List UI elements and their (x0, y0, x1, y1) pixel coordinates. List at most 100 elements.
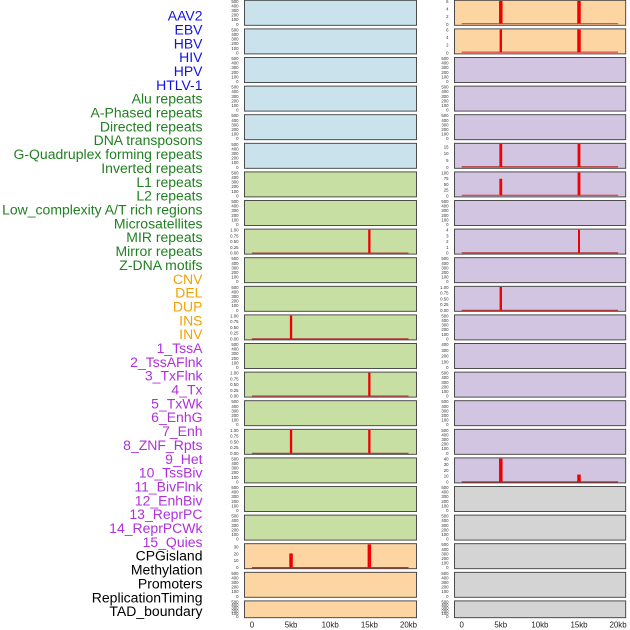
svg-text:CNV: CNV (173, 272, 203, 287)
svg-text:500: 500 (231, 514, 239, 519)
svg-text:500: 500 (231, 571, 239, 576)
svg-text:0.75: 0.75 (230, 233, 239, 238)
svg-text:200: 200 (441, 585, 449, 590)
svg-text:0: 0 (446, 594, 449, 599)
svg-text:1: 1 (446, 245, 449, 250)
svg-text:300: 300 (231, 605, 239, 610)
svg-text:400: 400 (441, 375, 449, 380)
svg-text:10kb: 10kb (322, 620, 340, 629)
svg-text:300: 300 (231, 180, 239, 185)
svg-text:2: 2 (446, 14, 449, 19)
svg-text:0: 0 (250, 620, 255, 629)
svg-text:200: 200 (231, 356, 239, 361)
svg-text:200: 200 (231, 499, 239, 504)
svg-text:400: 400 (231, 175, 239, 180)
svg-text:200: 200 (231, 270, 239, 275)
svg-text:L2 repeats: L2 repeats (136, 189, 202, 204)
svg-text:9_Het: 9_Het (165, 452, 203, 467)
svg-text:0.50: 0.50 (230, 382, 239, 387)
svg-text:300: 300 (441, 551, 449, 556)
svg-text:500: 500 (231, 285, 239, 290)
svg-text:300: 300 (441, 348, 449, 353)
svg-text:500: 500 (441, 313, 449, 318)
svg-text:100: 100 (441, 170, 449, 175)
svg-text:3_TxFlnk: 3_TxFlnk (145, 369, 203, 384)
svg-text:0: 0 (236, 50, 239, 55)
svg-text:200: 200 (441, 384, 449, 389)
svg-text:4: 4 (446, 35, 449, 40)
svg-text:L1 repeats: L1 repeats (136, 175, 202, 190)
svg-text:HTLV-1: HTLV-1 (156, 78, 202, 93)
svg-text:0.00: 0.00 (230, 394, 239, 399)
svg-text:400: 400 (231, 575, 239, 580)
svg-text:0: 0 (446, 165, 449, 170)
svg-text:MIR repeats: MIR repeats (126, 230, 203, 245)
svg-text:DNA transposons: DNA transposons (94, 133, 203, 148)
svg-text:3: 3 (446, 233, 449, 238)
svg-text:300: 300 (441, 605, 449, 610)
svg-text:400: 400 (441, 204, 449, 209)
svg-text:200: 200 (441, 442, 449, 447)
svg-text:6: 6 (446, 27, 449, 32)
svg-text:CPGisland: CPGisland (136, 549, 203, 564)
svg-text:5: 5 (446, 158, 449, 163)
svg-text:200: 200 (231, 608, 239, 613)
svg-text:200: 200 (231, 299, 239, 304)
svg-text:0: 0 (236, 279, 239, 284)
svg-text:1.00: 1.00 (440, 285, 449, 290)
svg-text:200: 200 (441, 608, 449, 613)
svg-text:100: 100 (441, 503, 449, 508)
svg-text:75: 75 (444, 176, 449, 181)
svg-text:400: 400 (231, 204, 239, 209)
svg-text:Microsatellites: Microsatellites (114, 216, 203, 231)
svg-text:400: 400 (231, 602, 239, 607)
svg-text:400: 400 (231, 146, 239, 151)
svg-text:400: 400 (441, 404, 449, 409)
svg-text:ReplicationTiming: ReplicationTiming (92, 590, 203, 605)
svg-text:200: 200 (231, 184, 239, 189)
svg-text:500: 500 (231, 27, 239, 32)
svg-text:400: 400 (441, 490, 449, 495)
svg-text:0: 0 (236, 193, 239, 198)
svg-text:0: 0 (446, 451, 449, 456)
svg-text:INS: INS (179, 313, 202, 328)
svg-text:100: 100 (441, 389, 449, 394)
svg-text:0.75: 0.75 (230, 319, 239, 324)
svg-text:4: 4 (446, 6, 449, 11)
svg-text:100: 100 (441, 132, 449, 137)
svg-text:500: 500 (441, 514, 449, 519)
svg-text:0.00: 0.00 (230, 451, 239, 456)
svg-text:400: 400 (231, 404, 239, 409)
svg-text:300: 300 (231, 94, 239, 99)
svg-text:5kb: 5kb (494, 620, 507, 629)
svg-text:5_TxWk: 5_TxWk (151, 396, 203, 411)
svg-text:0: 0 (236, 22, 239, 27)
svg-text:20: 20 (234, 551, 239, 556)
svg-text:0: 0 (236, 222, 239, 227)
svg-text:300: 300 (231, 265, 239, 270)
svg-text:100: 100 (231, 418, 239, 423)
svg-text:500: 500 (441, 571, 449, 576)
svg-text:HIV: HIV (179, 50, 202, 65)
svg-text:500: 500 (231, 599, 239, 604)
svg-text:400: 400 (441, 261, 449, 266)
svg-text:0: 0 (236, 565, 239, 570)
svg-text:300: 300 (231, 37, 239, 42)
svg-text:0: 0 (446, 108, 449, 113)
svg-text:0.50: 0.50 (230, 239, 239, 244)
svg-text:0: 0 (236, 365, 239, 370)
svg-text:100: 100 (231, 217, 239, 222)
svg-text:100: 100 (231, 160, 239, 165)
svg-text:400: 400 (231, 490, 239, 495)
svg-text:0.00: 0.00 (230, 336, 239, 341)
svg-text:500: 500 (441, 256, 449, 261)
svg-text:300: 300 (441, 494, 449, 499)
svg-text:0: 0 (446, 136, 449, 141)
svg-text:500: 500 (231, 85, 239, 90)
svg-text:11_BivFlnk: 11_BivFlnk (134, 480, 202, 495)
svg-text:200: 200 (231, 413, 239, 418)
svg-text:200: 200 (231, 127, 239, 132)
svg-text:0: 0 (236, 479, 239, 484)
svg-text:0: 0 (446, 193, 449, 198)
svg-text:400: 400 (231, 3, 239, 8)
